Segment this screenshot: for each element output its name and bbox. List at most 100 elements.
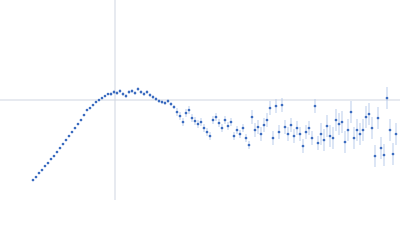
point xyxy=(181,120,185,124)
point xyxy=(172,105,176,109)
point xyxy=(235,128,239,132)
point xyxy=(214,115,218,119)
point xyxy=(190,116,194,120)
point xyxy=(58,146,62,150)
point xyxy=(352,136,356,140)
point xyxy=(355,128,359,132)
point xyxy=(325,124,329,128)
point xyxy=(373,154,377,158)
point xyxy=(361,128,365,132)
point xyxy=(124,94,128,98)
point xyxy=(169,102,173,106)
point xyxy=(94,100,98,104)
point xyxy=(127,90,131,94)
point xyxy=(61,142,65,146)
point xyxy=(85,108,89,112)
point xyxy=(97,98,101,102)
point xyxy=(178,114,182,118)
point xyxy=(175,110,179,114)
point xyxy=(247,143,251,147)
point xyxy=(286,132,290,136)
point xyxy=(52,154,56,158)
point xyxy=(364,115,368,119)
point xyxy=(166,99,170,103)
point xyxy=(112,90,116,94)
point xyxy=(34,175,38,179)
point xyxy=(139,90,143,94)
point xyxy=(70,130,74,134)
chart xyxy=(0,0,400,200)
point xyxy=(43,164,47,168)
point xyxy=(55,150,59,154)
point xyxy=(358,132,362,136)
point xyxy=(136,87,140,91)
point xyxy=(91,103,95,107)
point xyxy=(346,128,350,132)
point xyxy=(79,118,83,122)
point xyxy=(394,132,398,136)
point xyxy=(388,128,392,132)
point xyxy=(46,161,50,165)
point xyxy=(313,104,317,108)
point xyxy=(253,128,257,132)
point xyxy=(130,89,134,93)
point xyxy=(121,92,125,96)
point xyxy=(283,125,287,129)
point xyxy=(238,132,242,136)
point xyxy=(376,116,380,120)
point xyxy=(118,89,122,93)
point xyxy=(31,178,35,182)
point xyxy=(133,91,137,95)
point xyxy=(211,118,215,122)
point xyxy=(103,94,107,98)
point xyxy=(67,134,71,138)
point xyxy=(232,134,236,138)
point xyxy=(199,120,203,124)
point xyxy=(319,132,323,136)
point xyxy=(223,118,227,122)
point xyxy=(76,122,80,126)
point xyxy=(349,110,353,114)
point xyxy=(37,171,41,175)
point xyxy=(109,92,113,96)
point xyxy=(310,136,314,140)
point xyxy=(64,138,68,142)
point xyxy=(40,168,44,172)
point xyxy=(367,112,371,116)
point xyxy=(259,132,263,136)
point xyxy=(298,132,302,136)
point xyxy=(295,126,299,130)
point xyxy=(115,91,119,95)
point xyxy=(379,146,383,150)
point xyxy=(208,134,212,138)
point xyxy=(220,126,224,130)
point xyxy=(265,118,269,122)
point xyxy=(157,99,161,103)
point xyxy=(337,122,341,126)
point xyxy=(187,108,191,112)
point xyxy=(280,103,284,107)
point xyxy=(73,126,77,130)
point xyxy=(277,130,281,134)
point xyxy=(268,106,272,110)
point xyxy=(343,140,347,144)
point xyxy=(382,153,386,157)
point xyxy=(148,93,152,97)
point xyxy=(49,157,53,161)
point xyxy=(271,136,275,140)
point xyxy=(160,100,164,104)
point xyxy=(217,121,221,125)
point xyxy=(274,104,278,108)
point xyxy=(100,96,104,100)
point xyxy=(145,90,149,94)
point xyxy=(370,126,374,130)
point xyxy=(106,92,110,96)
point xyxy=(202,126,206,130)
point xyxy=(385,96,389,100)
point xyxy=(262,123,266,127)
point xyxy=(331,136,335,140)
point xyxy=(151,95,155,99)
point xyxy=(301,144,305,148)
point xyxy=(82,113,86,117)
point xyxy=(196,122,200,126)
